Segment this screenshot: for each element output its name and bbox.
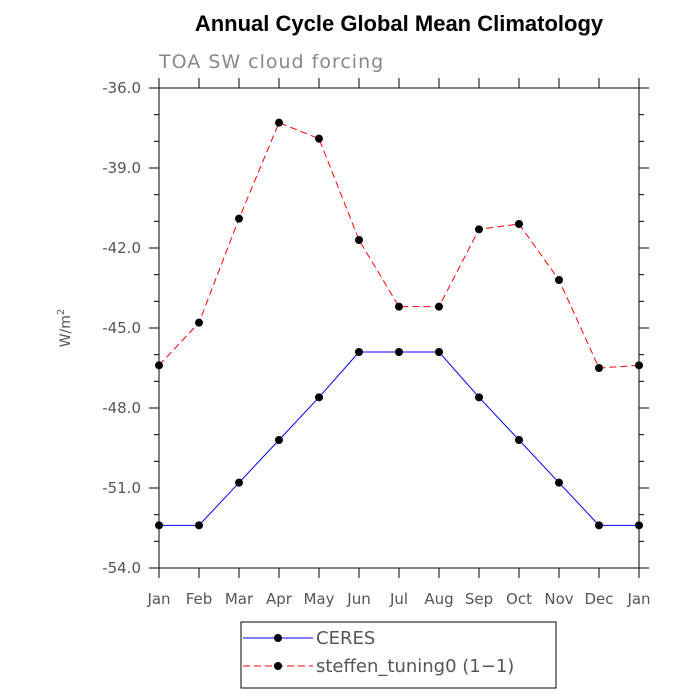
series-1-point [315,134,323,143]
series-0-point [195,521,203,530]
y-axis-label-unit: W/m [58,315,74,347]
series-1-point [515,220,523,228]
x-tick-label: Mar [225,590,254,608]
plot-frame [158,87,640,569]
series-layer [155,118,643,530]
series-1-point [595,364,603,372]
series-0-point [475,393,483,402]
y-tick-label: -39.0 [102,159,141,177]
series-0-point [435,348,443,356]
series-0-point [635,521,643,530]
series-1-point [195,318,203,327]
y-tick-label: -51.0 [102,479,141,497]
legend: CERES steffen_tuning0 (1−1) [243,628,514,677]
y-tick-labels: -36.0 -39.0 -42.0 -45.0 -48.0 -51.0 -54.0 [102,79,141,577]
series-1-point [475,225,483,234]
y-tick-label: -45.0 [102,319,141,337]
y-tick-label: -36.0 [102,79,141,97]
series-0-point [515,436,523,444]
y-tick-label: -42.0 [102,239,141,257]
y-tick-label: -54.0 [102,559,141,577]
legend-label-1: steffen_tuning0 (1−1) [316,656,514,677]
series-0-point [315,393,323,402]
series-0-point [155,521,163,530]
x-tick-label: Nov [544,590,573,608]
legend-marker-1 [274,662,282,670]
chart-subtitle: TOA SW cloud forcing [158,51,384,73]
series-1-point [635,361,643,370]
legend-box [240,621,557,689]
series-1-point [235,214,243,223]
y-axis-label-superscript: 2 [56,309,67,315]
series-0-point [555,478,563,487]
series-1-point [555,276,563,284]
y-axis-label: W/m2 [56,309,74,348]
series-0-point [595,521,603,530]
x-tick-label: Sep [465,590,493,608]
series-line-1 [158,122,640,369]
x-tick-label: Jun [346,590,370,608]
x-tick-label: Jan [626,590,650,608]
chart-title: Annual Cycle Global Mean Climatology [195,11,604,36]
x-tick-label: Oct [506,590,532,608]
x-tick-label: May [303,590,334,608]
y-tick-label: -48.0 [102,399,141,417]
series-0-point [275,436,283,444]
axis-ticks [149,78,649,578]
series-1-point [355,236,363,244]
x-tick-label: Feb [186,590,213,608]
series-1-point [155,361,163,370]
series-0-point [355,348,363,356]
series-1-point [435,302,443,311]
legend-marker-0 [274,634,282,642]
series-0-point [235,478,243,487]
x-tick-label: Apr [266,590,293,608]
series-0-point [395,348,403,356]
series-line-0 [159,351,639,526]
legend-label-0: CERES [316,628,375,649]
x-tick-label: Dec [584,590,613,608]
series-1-point [275,118,283,127]
series-1-point [395,302,403,311]
x-tick-label: Jul [389,590,408,608]
x-tick-label: Aug [424,590,453,608]
x-tick-label: Jan [146,590,170,608]
x-tick-labels: Jan Feb Mar Apr May Jun Jul Aug Sep Oct Nov Dec Jan [146,590,650,608]
